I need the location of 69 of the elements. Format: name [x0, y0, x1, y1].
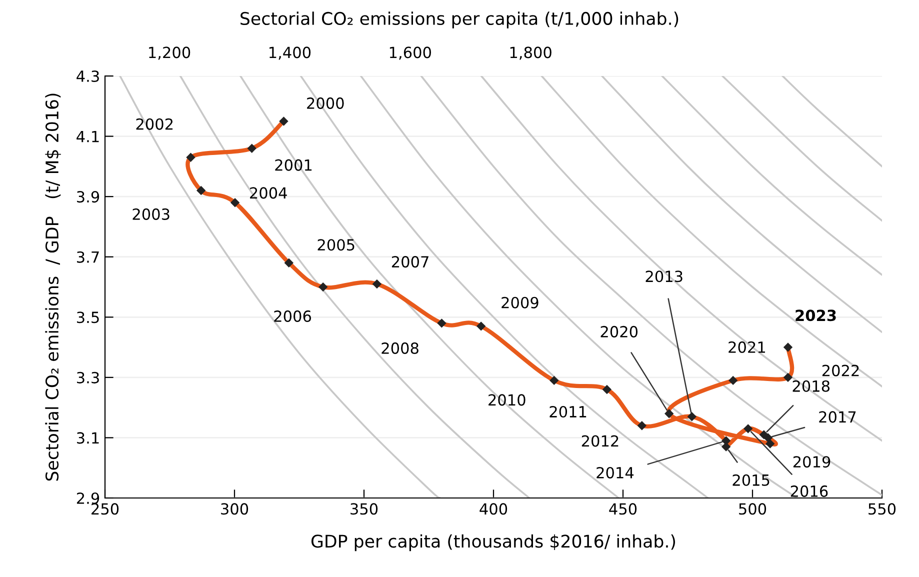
- point: [230, 198, 240, 208]
- annotation: 2000: [307, 97, 344, 109]
- annotation: 2012: [582, 435, 618, 447]
- point: [721, 442, 731, 452]
- x-tick-label: 350: [350, 503, 378, 515]
- x-tick-label: 550: [868, 503, 896, 515]
- point: [637, 421, 647, 430]
- annotation: 2021: [728, 341, 765, 353]
- annotation: 2013: [646, 270, 682, 282]
- point: [766, 439, 775, 448]
- point: [186, 152, 196, 162]
- x-tick-label: 250: [92, 503, 119, 515]
- x-tick-label: 400: [480, 503, 508, 515]
- point: [664, 408, 674, 418]
- chart-title: Sectorial CO₂ emissions per capita (t/1,000 inhab.): [240, 12, 678, 28]
- y-tick-label: 3.3: [77, 372, 99, 384]
- annotation: 2019: [793, 456, 830, 468]
- point: [759, 430, 768, 440]
- annotation: 2003: [132, 208, 170, 220]
- point: [743, 424, 753, 434]
- annotation: 2005: [318, 239, 354, 251]
- y-tick-label: 2.9: [76, 492, 100, 504]
- point: [687, 412, 696, 422]
- annotation: 2001: [275, 159, 312, 171]
- point: [437, 318, 446, 328]
- line-series: [119, 76, 441, 498]
- y-axis-title: Sectorial CO₂ emissions / GDP (t/ M$ 2016): [45, 94, 61, 481]
- annotation: 2004: [250, 187, 287, 199]
- point: [279, 116, 288, 126]
- annotation: 2023: [796, 310, 836, 322]
- y-tick-label: 3.1: [77, 432, 99, 444]
- y-tick-label: 4.3: [76, 70, 99, 82]
- point: [196, 186, 206, 196]
- point: [372, 279, 382, 289]
- annotation: 2002: [136, 118, 173, 130]
- point: [247, 144, 256, 153]
- x-tick-label: 500: [739, 503, 766, 515]
- x-tick-label: 450: [609, 503, 637, 515]
- annotation: 1,200: [149, 46, 190, 60]
- annotation: 2014: [596, 466, 634, 478]
- point: [783, 372, 793, 382]
- point: [476, 322, 486, 331]
- x-axis-title: GDP per capita (thousands $2016/ inhab.): [311, 534, 676, 552]
- annotation: 2015: [732, 474, 770, 486]
- y-tick-label: 3.7: [77, 251, 99, 263]
- annotation: 2007: [392, 256, 428, 268]
- annotation: 2018: [792, 380, 830, 392]
- annotation: 2010: [488, 394, 526, 406]
- point: [602, 384, 612, 394]
- point: [318, 282, 328, 292]
- point: [284, 258, 294, 268]
- annotation: 2016: [790, 485, 828, 497]
- annotation: 2009: [502, 296, 538, 308]
- point: [728, 376, 738, 386]
- point: [783, 342, 793, 352]
- annotation: 2022: [822, 364, 859, 376]
- y-tick-label: 4.1: [76, 130, 99, 142]
- annotation: 2017: [819, 411, 856, 423]
- annotation: 1,800: [510, 46, 552, 60]
- point: [550, 376, 559, 386]
- annotation: 2008: [382, 342, 418, 354]
- annotation: 2011: [550, 406, 586, 418]
- annotation: 2006: [274, 310, 311, 322]
- annotation: 2020: [600, 326, 638, 338]
- annotation: 1,400: [270, 46, 311, 60]
- x-tick-label: 300: [221, 503, 248, 515]
- annotation: 1,600: [390, 46, 431, 60]
- y-tick-label: 3.9: [77, 191, 100, 203]
- y-tick-label: 3.5: [77, 312, 99, 324]
